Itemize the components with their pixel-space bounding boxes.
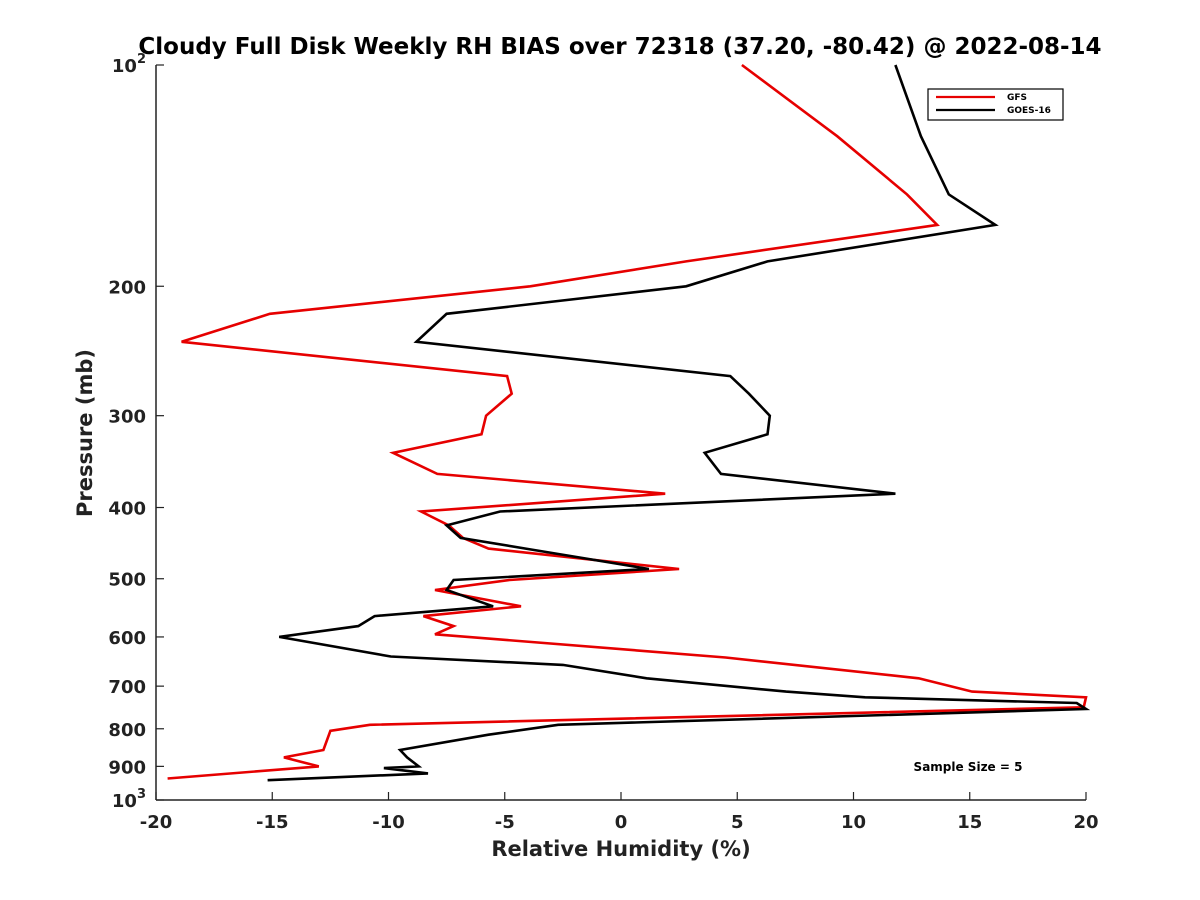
- sample-size-annotation: Sample Size = 5: [914, 760, 1023, 774]
- y-tick-label: 600: [108, 628, 146, 649]
- x-tick-label: -20: [140, 812, 173, 833]
- y-axis-label: Pressure (mb): [73, 349, 97, 517]
- legend: GFS GOES-16: [927, 88, 1064, 121]
- y-tick-label: 300: [108, 407, 146, 428]
- x-axis-label: Relative Humidity (%): [491, 837, 750, 861]
- plot-area: [155, 63, 1091, 801]
- legend-label: GOES-16: [1007, 106, 1051, 116]
- y-tick-exponent: 2: [137, 52, 146, 67]
- y-tick-label: 102: [112, 52, 146, 77]
- x-tick-label: 10: [841, 812, 866, 833]
- y-tick-label: 400: [108, 499, 146, 520]
- chart-title: Cloudy Full Disk Weekly RH BIAS over 723…: [138, 34, 1101, 60]
- x-tick-label: 15: [957, 812, 982, 833]
- y-tick-label: 500: [108, 570, 146, 591]
- y-tick-label: 800: [108, 720, 146, 741]
- y-tick-label: 900: [108, 757, 146, 778]
- x-tick-label: 0: [615, 812, 628, 833]
- series-line-goes-16: [267, 64, 1091, 782]
- x-tick-label: -5: [495, 812, 515, 833]
- y-tick-exponent: 3: [137, 787, 146, 802]
- x-axis-ticks: -20 -15 -10 -5 0 5 10 15 20: [140, 792, 1099, 833]
- y-tick-base: 10: [112, 56, 137, 77]
- x-tick-label: -10: [372, 812, 405, 833]
- y-tick-base: 10: [112, 791, 137, 812]
- y-tick-label: 103: [112, 787, 146, 812]
- x-tick-label: -15: [256, 812, 289, 833]
- series-line-gfs: [167, 63, 1088, 780]
- legend-box: [927, 88, 1064, 121]
- y-tick-label: 700: [108, 677, 146, 698]
- x-tick-label: 5: [731, 812, 744, 833]
- y-tick-label: 200: [108, 277, 146, 298]
- legend-label: GFS: [1007, 93, 1027, 103]
- x-tick-label: 20: [1073, 812, 1098, 833]
